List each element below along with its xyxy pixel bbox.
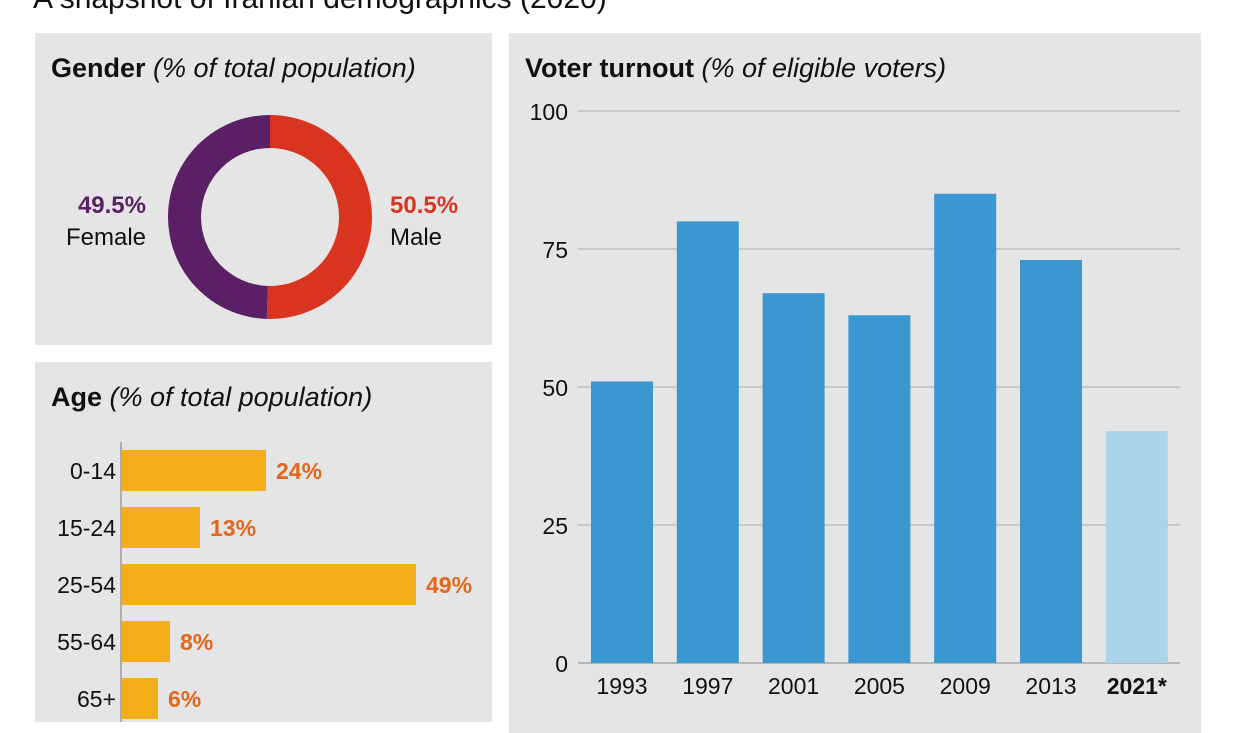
age-bar [122,621,170,662]
donut-slice-male [266,115,372,319]
age-panel: Age (% of total population) 0-14 24% 15-24… [35,362,492,722]
y-tick-label: 0 [555,651,568,677]
age-label: 55-64 [57,629,116,655]
turnout-bar [1020,260,1082,663]
y-tick-label: 25 [542,513,568,539]
turnout-bar [1105,431,1168,663]
turnout-bar [762,293,825,663]
age-bar [122,450,266,491]
male-label: Male [390,224,442,251]
x-tick-label: 2009 [940,673,991,699]
age-value: 49% [426,572,472,598]
x-tick-label: 1993 [596,673,647,699]
donut-slice-female [167,115,270,319]
turnout-chart: 0 25 50 75 100 1993 1997 2001 2005 2009 2013 2021* [530,99,1180,699]
y-tick-label: 75 [542,237,568,263]
turnout-bar [934,193,997,664]
gender-title: Gender (% of total population) [51,53,416,83]
female-label: Female [66,224,146,251]
age-chart: 0-14 24% 15-24 13% 25-54 49% 55-64 8% 65+ 6% [57,442,472,722]
x-tick-label: 1997 [682,673,733,699]
turnout-bar [591,381,653,663]
page-title: A snapshot of Iranian demographics (2020… [33,0,607,16]
age-title: Age (% of total population) [51,382,373,412]
age-value: 8% [180,629,213,655]
age-bar [122,507,200,548]
age-bar [122,678,158,719]
x-tick-label: 2021* [1107,673,1167,699]
age-bar [122,564,416,605]
turnout-panel: Voter turnout (% of eligible voters) 0 25… [509,33,1201,733]
turnout-bar [676,221,739,663]
x-tick-label: 2005 [854,673,905,699]
gender-panel: Gender (% of total population) 50.5% Male… [35,33,492,345]
y-tick-label: 50 [542,375,568,401]
age-label: 25-54 [57,572,116,598]
gender-donut: 50.5% Male 49.5% Female [66,115,458,319]
male-value: 50.5% [390,192,458,219]
x-tick-label: 2013 [1025,673,1076,699]
age-value: 6% [168,686,201,712]
turnout-bar [848,315,911,663]
age-label: 65+ [77,686,116,712]
age-label: 15-24 [57,515,116,541]
age-label: 0-14 [70,458,116,484]
age-value: 24% [276,458,322,484]
female-value: 49.5% [78,192,146,219]
x-tick-label: 2001 [768,673,819,699]
age-value: 13% [210,515,256,541]
y-tick-label: 100 [530,99,568,125]
turnout-title: Voter turnout (% of eligible voters) [525,53,947,83]
